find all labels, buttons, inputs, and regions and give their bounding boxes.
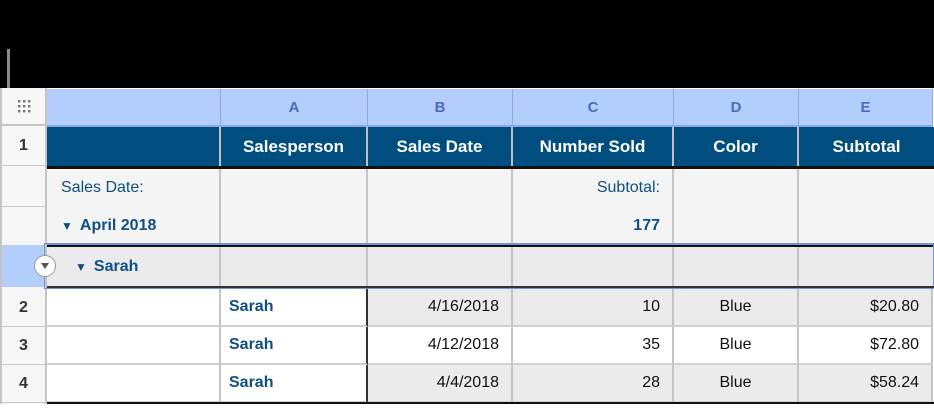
grid-dots-icon [17,100,30,113]
header-cell-number-sold[interactable]: Number Sold [513,127,674,166]
header-cell-blank[interactable] [47,127,221,166]
cell-subtotal[interactable]: $72.80 [799,327,933,365]
subgroup-cell-a[interactable] [221,247,368,287]
cell-number-sold[interactable]: 28 [513,365,674,403]
group-cell-e[interactable] [799,169,934,244]
cell-blank[interactable] [47,365,221,403]
subgroup-cell-e[interactable] [799,247,934,287]
column-header-blank[interactable] [47,89,221,127]
table-bottom-border [47,402,934,404]
triangle-down-icon[interactable]: ▼ [61,218,73,233]
row-header-1[interactable]: 1 [2,127,45,166]
group-cell-b[interactable] [368,169,513,244]
row-header-2[interactable]: 2 [2,289,45,327]
table-bottom-fill [0,404,934,408]
row-header-group-top [2,169,45,207]
group-subtotal-value: 177 [633,216,660,234]
group-cell-d[interactable] [674,169,799,244]
column-header-c[interactable]: C [513,89,674,127]
cell-sales-date[interactable]: 4/12/2018 [368,327,513,365]
group-divider [47,243,934,245]
cell-color[interactable]: Blue [674,289,799,327]
group-subtotal-label-cell[interactable]: Subtotal: [513,169,674,207]
cell-number-sold[interactable]: 35 [513,327,674,365]
circle-chevron-down-icon [41,263,49,269]
subgroup-divider [47,286,934,288]
cell-number-sold[interactable]: 10 [513,289,674,327]
cell-blank[interactable] [47,289,221,327]
cell-sales-date[interactable]: 4/16/2018 [368,289,513,327]
subgroup-cell-d[interactable] [674,247,799,287]
table-select-handle[interactable] [0,88,47,126]
cell-sales-date[interactable]: 4/4/2018 [368,365,513,403]
group-label-cell[interactable]: Sales Date: [47,169,221,207]
cell-blank[interactable] [47,327,221,365]
group-name-cell[interactable]: ▼ April 2018 [47,207,221,244]
row-header-4[interactable]: 4 [2,365,45,403]
cell-subtotal[interactable]: $20.80 [799,289,933,327]
cell-salesperson[interactable]: Sarah [221,327,368,365]
subgroup-cell-c[interactable] [513,247,674,287]
group-name: April 2018 [79,216,157,234]
group-subtotal-value-cell[interactable]: 177 [513,207,674,244]
subgroup-divider-blue [47,288,934,289]
cell-subtotal[interactable]: $58.24 [799,365,933,403]
subgroup-cell-b[interactable] [368,247,513,287]
cell-salesperson[interactable]: Sarah [221,365,368,403]
cell-salesperson[interactable]: Sarah [221,289,368,327]
header-divider [47,166,934,169]
subgroup-select-outline [44,243,934,289]
group-divider-dark [47,245,934,247]
header-cell-color[interactable]: Color [674,127,799,166]
column-header-b[interactable]: B [368,89,513,127]
cell-color[interactable]: Blue [674,327,799,365]
header-cell-subtotal[interactable]: Subtotal [799,127,934,166]
group-subtotal-label: Subtotal: [596,179,660,196]
header-cell-sales-date[interactable]: Sales Date [368,127,513,166]
row-header-left-edge [0,88,2,408]
subgroup-name: Sarah [93,258,139,275]
row-header-3[interactable]: 3 [2,327,45,365]
table: A B C D E 1 Salesperson Sales Date Numbe… [0,88,934,408]
row-header-group-bottom [2,207,45,244]
subgroup-name-cell[interactable]: ▼ Sarah [47,247,221,287]
cell-color[interactable]: Blue [674,365,799,403]
group-cell-a[interactable] [221,169,368,244]
column-header-e[interactable]: E [799,89,933,127]
group-sales-date-label: Sales Date: [61,179,144,196]
group-menu-button[interactable] [34,255,56,277]
header-cell-salesperson[interactable]: Salesperson [221,127,368,166]
column-header-a[interactable]: A [221,89,368,127]
triangle-down-icon[interactable]: ▼ [75,260,87,274]
column-header-d[interactable]: D [674,89,799,127]
